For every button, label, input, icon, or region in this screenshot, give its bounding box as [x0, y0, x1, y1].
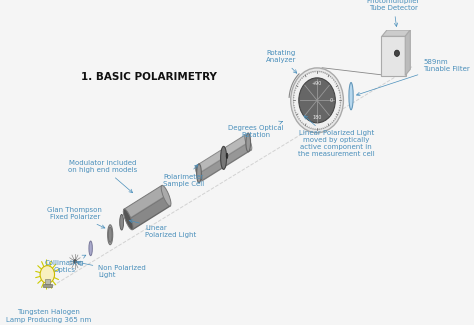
Ellipse shape: [161, 185, 171, 206]
Text: Glan Thompson
Fixed Polarizer: Glan Thompson Fixed Polarizer: [47, 207, 105, 228]
Polygon shape: [199, 142, 251, 181]
Circle shape: [394, 50, 400, 57]
Text: Tungsten Halogen
Lamp Producing 365 nm: Tungsten Halogen Lamp Producing 365 nm: [6, 309, 91, 322]
Polygon shape: [405, 30, 410, 75]
Ellipse shape: [108, 227, 112, 242]
Ellipse shape: [226, 153, 228, 158]
Text: Modulator included
on high end models: Modulator included on high end models: [68, 160, 137, 193]
Text: 180: 180: [312, 115, 322, 120]
FancyBboxPatch shape: [382, 36, 406, 76]
Text: 589nm
Tunable Filter: 589nm Tunable Filter: [356, 59, 470, 96]
Text: 0: 0: [329, 98, 333, 103]
Ellipse shape: [246, 133, 251, 152]
Text: +90: +90: [312, 81, 322, 85]
Text: Rotating
Analyzer: Rotating Analyzer: [266, 50, 297, 73]
Polygon shape: [382, 30, 410, 36]
Ellipse shape: [123, 209, 133, 230]
Text: Polarimeter
Sample Cell: Polarimeter Sample Cell: [163, 165, 204, 187]
Ellipse shape: [220, 146, 227, 169]
Polygon shape: [196, 135, 251, 181]
Polygon shape: [124, 186, 170, 230]
Ellipse shape: [349, 83, 353, 110]
FancyBboxPatch shape: [45, 279, 50, 284]
Polygon shape: [128, 196, 170, 230]
Text: Degrees Optical
Rotation: Degrees Optical Rotation: [228, 121, 283, 138]
Circle shape: [293, 71, 341, 130]
Ellipse shape: [89, 241, 92, 256]
Text: Linear Polarized Light
moved by optically
active component in
the measurement ce: Linear Polarized Light moved by opticall…: [298, 116, 374, 157]
Circle shape: [299, 78, 335, 123]
Ellipse shape: [120, 214, 124, 230]
Text: 1. BASIC POLARIMETRY: 1. BASIC POLARIMETRY: [81, 72, 217, 82]
Ellipse shape: [108, 225, 113, 245]
Circle shape: [73, 260, 76, 263]
Text: Non Polarized
Light: Non Polarized Light: [77, 261, 146, 278]
Ellipse shape: [245, 135, 252, 150]
Text: Photomultiplier
Tube Detector: Photomultiplier Tube Detector: [367, 0, 420, 26]
Ellipse shape: [195, 166, 202, 181]
Text: Linear
Polarized Light: Linear Polarized Light: [129, 220, 196, 238]
Text: Collimating
Optics: Collimating Optics: [45, 255, 86, 273]
Circle shape: [40, 266, 55, 283]
Ellipse shape: [197, 164, 201, 183]
Circle shape: [291, 68, 343, 133]
FancyBboxPatch shape: [43, 284, 52, 287]
